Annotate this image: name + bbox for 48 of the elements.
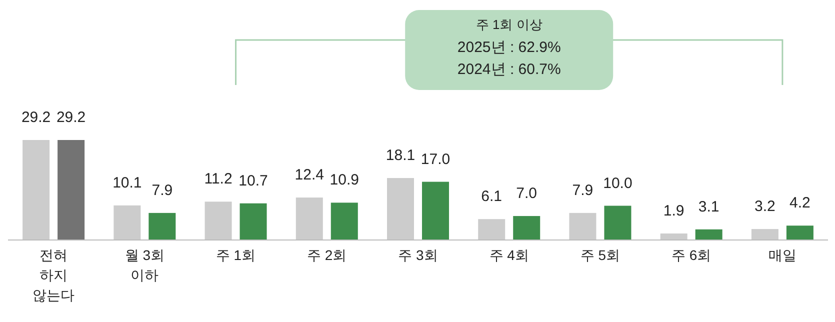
x-tick-label: 월 3회 이하 [124,247,165,283]
data-label: 7.0 [516,185,538,202]
x-tick-label: 매일 [768,247,796,263]
data-label: 7.9 [152,182,173,199]
bar [148,212,176,240]
data-label: 18.1 [386,147,416,164]
x-tick-label: 주 5회 [580,247,620,263]
data-label: 29.2 [56,109,86,126]
data-label: 6.1 [481,188,502,206]
bar [513,216,540,240]
x-tick-label: 주 4회 [489,247,529,263]
bar [22,140,50,240]
bar [660,233,688,240]
bar [604,206,632,240]
bar [330,202,358,240]
bar [387,178,414,240]
bar [240,203,267,240]
data-label: 3.1 [698,198,720,216]
data-label: 10.9 [330,172,359,189]
x-tick-label: 주 2회 [307,247,347,263]
data-label: 17.0 [420,150,450,168]
bar [422,182,449,240]
data-label: 10.1 [112,174,142,192]
data-label: 29.2 [21,109,51,126]
data-label: 3.2 [754,198,776,216]
data-label: 4.2 [790,194,810,212]
data-label: 12.4 [294,166,324,184]
data-label: 10.0 [603,174,632,192]
x-tick-label: 주 6회 [671,247,712,263]
bar [751,229,778,240]
bar [478,219,506,240]
data-label: 7.9 [572,182,594,199]
bar [114,205,141,240]
bar [58,140,85,240]
data-label: 11.2 [204,170,232,188]
data-label: 1.9 [663,202,684,220]
x-tick-label: 주 1회 [216,247,256,263]
bar [569,212,596,240]
text: 2025년 : 62.9% [457,39,561,56]
x-tick-label: 전혀 하지 않는다 [32,247,75,303]
bar [695,229,722,240]
data-label: 10.7 [238,172,268,190]
bar [204,202,232,240]
text: 2024년 : 60.7% [457,61,561,78]
text: 주 1회 이상 [476,17,542,32]
bar [786,226,814,240]
bar [296,198,323,240]
x-tick-label: 주 3회 [398,247,438,263]
